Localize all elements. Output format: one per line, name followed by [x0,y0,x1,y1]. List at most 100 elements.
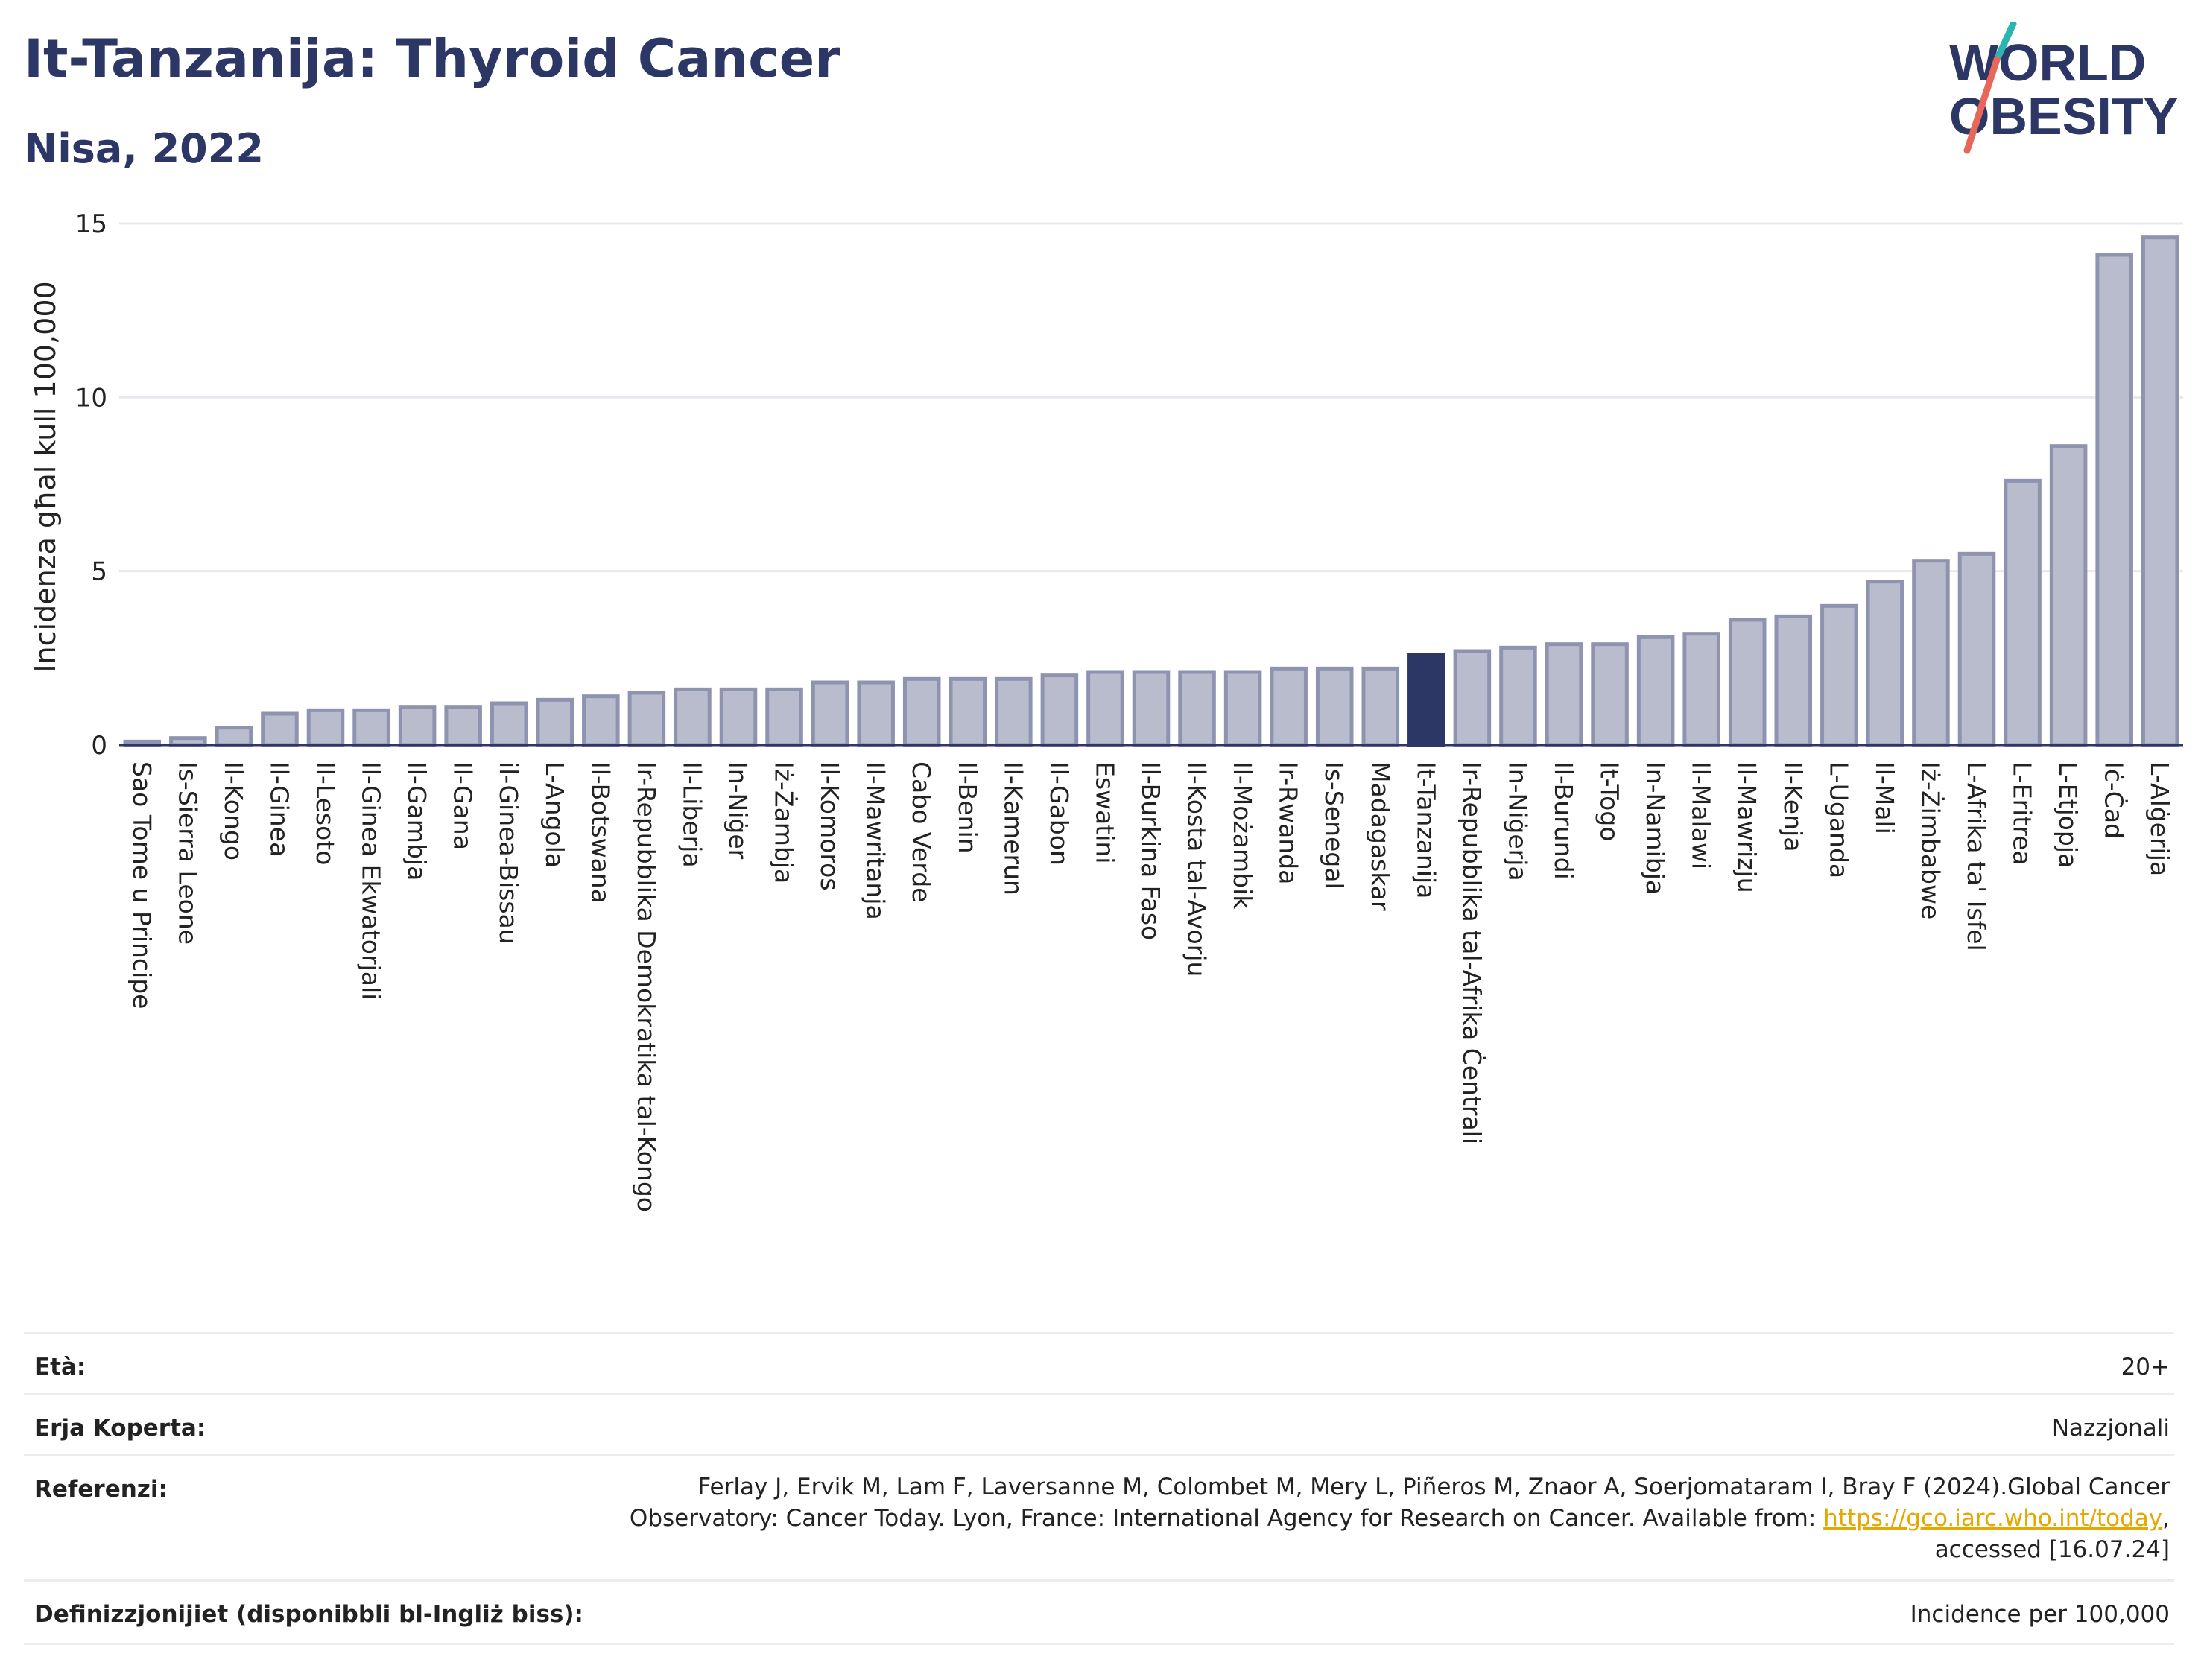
bar [1545,642,1583,747]
logo-slash-bottom [1963,56,2001,154]
logo-slash-top [1993,22,2017,63]
bar [627,691,666,747]
x-tick-label: Ir-Repubblika Demokratika tal-Kongo [632,761,661,1212]
x-tick-label: In-Namibja [1641,761,1670,895]
bar [1682,632,1720,747]
logo-text-world: WORLD [1949,34,2146,92]
x-tick-label: L-Etjopja [2053,761,2083,868]
info-row-definitions: Definizzjonijiet (disponibbli bl-Ingliż … [24,1579,2174,1645]
x-tick-label: il-Ginea-Bissau [494,761,523,945]
x-tick-label: Il-Możambik [1228,761,1257,910]
bars [123,235,2179,747]
x-tick-label: Cabo Verde [907,761,936,902]
bar [1270,666,1308,747]
area-label: Erja Koperta: [34,1415,206,1442]
chart-title: It-Tanzanija: Thyroid Cancer [24,28,840,89]
x-tick-label: Madagaskar [1366,761,1395,911]
bar [582,694,620,747]
reference-label: Referenzi: [34,1476,168,1503]
bar [995,676,1033,747]
grid-lines [119,222,2183,573]
x-tick-label: Il-Kosta tal-Avorju [1182,761,1212,977]
bar [536,697,574,747]
bar [398,705,437,747]
bar [1774,614,1813,747]
x-tick-label: Iż-Żambja [770,761,799,884]
x-tick-label: Il-Ginea Ekwatorjali [357,761,386,1000]
y-tick-label: 0 [91,731,107,761]
x-tick-label: Ir-Repubblika tal-Afrika Ċentrali [1457,761,1487,1144]
x-tick-label: Il-Burundi [1549,761,1578,880]
x-tick-label: Il-Mawrizju [1732,761,1761,893]
bar [1178,670,1216,747]
bar [765,687,803,747]
y-tick-label: 10 [75,383,107,413]
x-tick-label: Il-Malawi [1687,761,1716,869]
x-tick-label: Il-Gabon [1045,761,1074,866]
x-tick-label: L-Uganda [1824,761,1853,878]
bar [1361,666,1400,747]
x-tick-label: Il-Gambja [402,761,431,881]
bar [949,676,987,747]
x-tick-label: Eswatini [1090,761,1119,863]
x-tick-label: Ir-Rwanda [1274,761,1303,884]
bar [719,687,758,747]
bar [261,711,299,747]
info-row-reference: Referenzi: Ferlay J, Ervik M, Lam F, Lav… [24,1454,2174,1580]
bar [1132,670,1171,747]
bar [215,726,253,747]
y-tick-label: 15 [75,209,107,239]
age-value: 20+ [2121,1354,2170,1381]
x-tick-label: Iċ-Ċad [2100,761,2129,839]
reference-accessed: , accessed [16.07.24] [1934,1505,2170,1563]
x-tick-label: Il-Kamerun [998,761,1027,896]
bar [490,701,528,747]
x-tick-label: It-Togo [1595,761,1624,841]
reference-link[interactable]: https://gco.iarc.who.int/today [1823,1505,2163,1532]
x-tick-label: In-Niġerja [1503,761,1532,881]
bar [2141,235,2179,747]
bar-chart: 0 5 10 15 Sao Tome u Principe Is-Sierra Leon… [29,209,2183,1212]
bar [1728,618,1767,747]
bar [1499,645,1537,747]
x-tick-label: Il-Mawritanja [861,761,890,920]
world-obesity-logo: WORLD OBESITY [1949,22,2178,154]
bar [1223,670,1262,747]
reference-text: Ferlay J, Ervik M, Lam F, Laversanne M, … [629,1474,2170,1532]
area-value: Nazzjonali [2051,1415,2170,1442]
y-axis-ticks: 0 5 10 15 [75,209,107,761]
x-tick-label: L-Angola [540,761,569,868]
bar-highlighted [1407,653,1445,747]
x-tick-label: Il-Liberja [677,761,706,868]
x-tick-label: Il-Kongo [219,761,248,860]
chart-subtitle: Nisa, 2022 [24,125,264,172]
x-tick-label: Il-Botswana [586,761,615,904]
x-tick-label: Is-Senegal [1320,761,1349,890]
x-tick-label: In-Niġer [723,761,753,860]
x-tick-label: Il-Lesoto [311,761,340,865]
x-tick-label: Il-Burkina Faso [1136,761,1165,940]
x-tick-label: Il-Benin [953,761,982,854]
bar [1866,580,1904,747]
x-tick-label: Il-Kenja [1779,761,1808,852]
bar [1315,666,1354,747]
y-tick-label: 5 [91,557,107,587]
age-label: Età: [34,1354,86,1381]
bar [352,708,390,747]
bar [1636,635,1675,747]
bar [2049,444,2088,747]
bar [1957,551,1996,747]
x-tick-label: Il-Komoros [815,761,844,891]
bar [2004,478,2042,747]
x-tick-label: Sao Tome u Principe [127,761,156,1009]
bar [1591,642,1629,747]
x-tick-label: Iż-Żimbabwe [1916,761,1945,919]
bar [444,705,482,747]
bar [674,687,712,747]
x-tick-label: It-Tanzanija [1411,761,1440,898]
x-tick-label: Is-Sierra Leone [173,761,202,945]
definitions-label: Definizzjonijiet (disponibbli bl-Ingliż … [34,1601,583,1628]
bar [1040,673,1079,747]
info-row-area: Erja Koperta: Nazzjonali [24,1393,2174,1455]
bar [811,680,849,747]
